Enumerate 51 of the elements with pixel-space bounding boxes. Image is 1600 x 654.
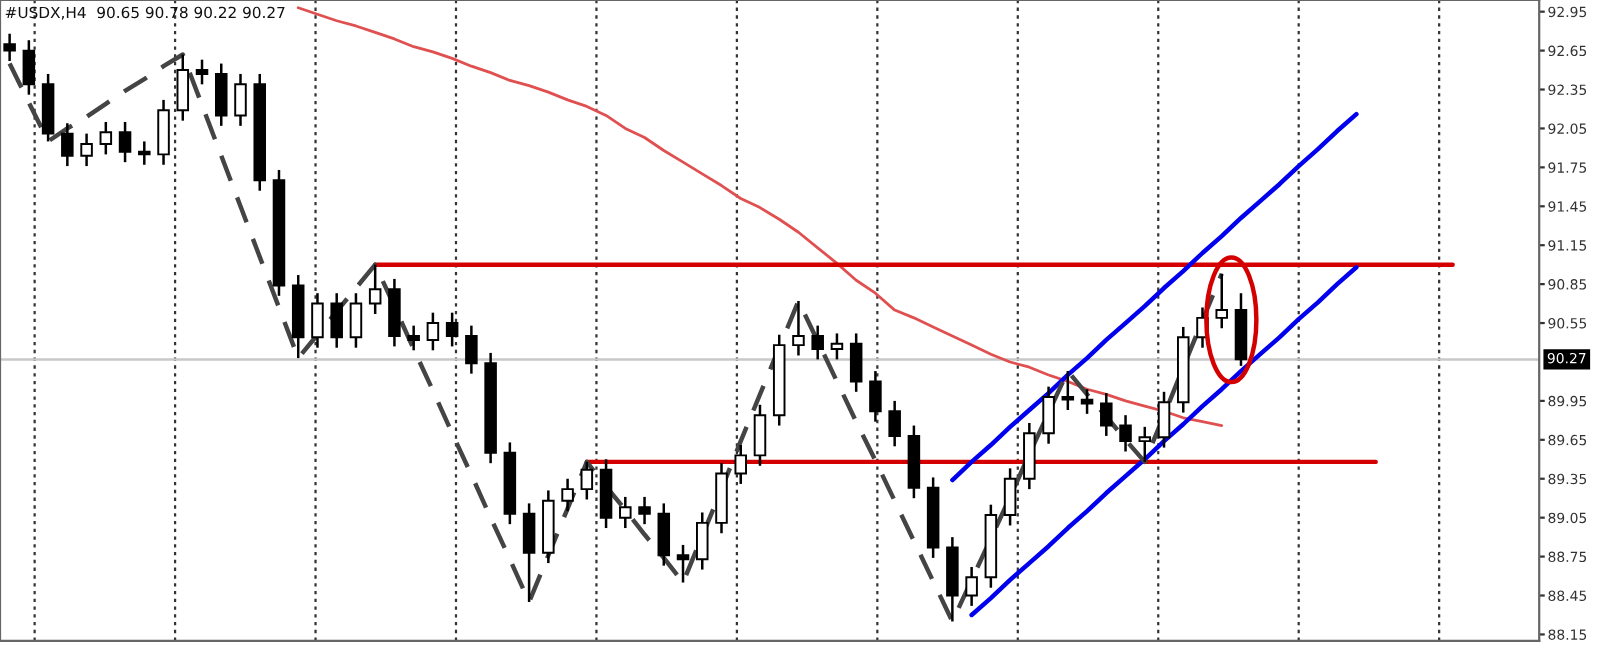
candlestick <box>638 495 651 526</box>
candlestick <box>61 122 74 168</box>
candlestick <box>138 140 151 167</box>
candlestick <box>888 399 901 448</box>
candlestick <box>1061 369 1075 412</box>
candlestick <box>388 277 401 348</box>
candlestick <box>965 565 978 608</box>
candlestick <box>792 299 805 357</box>
candlestick <box>811 324 824 361</box>
candlestick <box>234 72 247 128</box>
candlestick <box>849 332 863 394</box>
candlestick <box>426 311 440 352</box>
candlestick <box>215 62 228 128</box>
line-series <box>950 111 1359 483</box>
candlestick <box>946 535 959 623</box>
candlestick <box>1215 272 1228 330</box>
candlestick <box>830 332 844 361</box>
candlestick <box>1003 467 1017 527</box>
candlestick <box>522 502 536 604</box>
candlestick <box>157 98 170 167</box>
candlestick <box>118 120 132 164</box>
candlestick <box>465 324 478 375</box>
candlestick <box>1157 390 1171 449</box>
candlestick <box>753 403 767 468</box>
candlestick <box>22 38 36 96</box>
candlestick <box>349 291 363 349</box>
candlestick <box>1023 421 1036 491</box>
candlestick <box>734 443 747 486</box>
candlestick <box>1100 391 1113 438</box>
candlestick <box>1138 425 1152 464</box>
candlestick <box>99 120 113 156</box>
candlestick <box>176 53 190 122</box>
candlestick <box>1042 385 1055 445</box>
candlestick <box>676 543 690 584</box>
candlestick <box>311 291 324 349</box>
candlestick <box>407 324 420 352</box>
line-series <box>969 265 1359 618</box>
candlestick <box>195 58 209 86</box>
candlestick <box>619 495 632 530</box>
candlestick <box>368 263 382 316</box>
candlestick <box>445 311 459 348</box>
candlestick <box>80 132 93 168</box>
line-series <box>7 52 1224 624</box>
candlestick <box>1119 413 1132 453</box>
candlestick <box>869 369 882 423</box>
candlestick <box>330 291 343 349</box>
candlestick <box>696 511 709 571</box>
candlestick <box>580 460 594 501</box>
candlestick <box>657 502 671 567</box>
candlestick <box>561 477 574 513</box>
candlestick <box>3 32 16 63</box>
